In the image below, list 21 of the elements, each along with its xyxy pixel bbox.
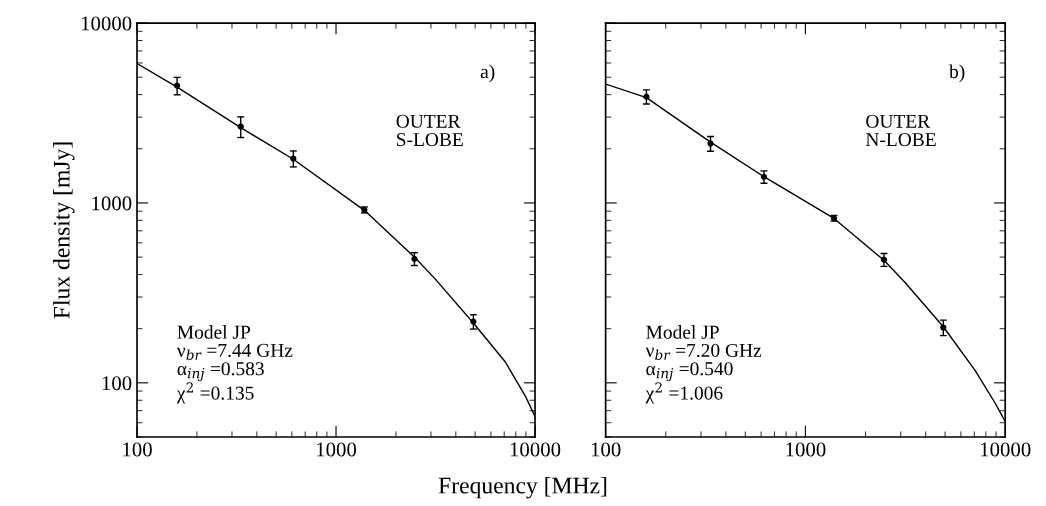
x-tick-label: 1000 [786,442,826,457]
x-tick-label: 10000 [981,442,1031,457]
annotation: OUTER N-LOBE [865,114,936,147]
x-tick-label: 10000 [510,442,561,457]
annotation: a) [480,64,495,83]
annotation: OUTER S-LOBE [396,114,463,147]
annotation: b) [949,64,965,83]
text: Model JP ν$_{br}$ =7.20 GHz α$_{inj}$ =0.540 χ$^{2}$ =1.006 [645,325,762,404]
y-axis-title: Flux density [mJy] [53,142,75,319]
x-tick-label: 100 [123,442,152,457]
point [643,93,650,100]
x-tick-label: 100 [591,442,621,457]
x-axis-title: Frequency [MHz] [438,476,607,499]
text: Model JP ν$_{br}$ =7.44 GHz α$_{inj}$ =0.583 χ$^{2}$ =0.135 [176,325,293,404]
point [760,173,768,180]
point [940,324,947,331]
point [880,256,888,263]
y-tick-label: 100 [102,376,132,391]
x-tick-label: 1000 [317,442,357,457]
y-tick-label: 1000 [92,196,132,211]
y-tick-label: 10000 [81,16,132,31]
